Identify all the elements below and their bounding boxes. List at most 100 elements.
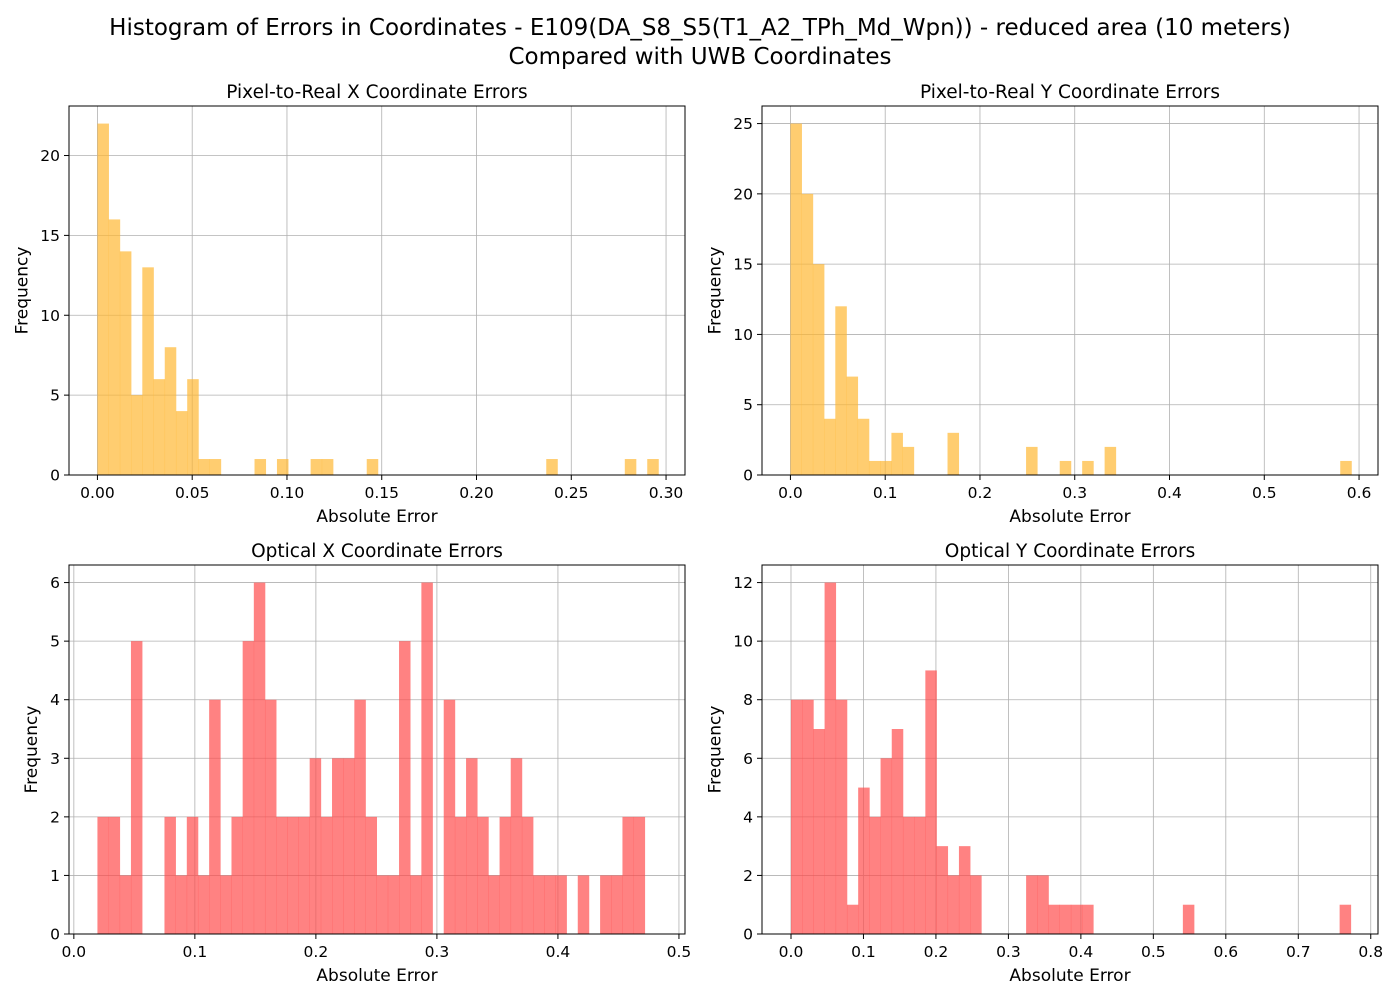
grid (762, 565, 1378, 935)
histogram-bar (376, 875, 389, 934)
y-tick-label: 4 (743, 808, 753, 826)
histogram-bar (600, 875, 612, 934)
x-tick-label: 0.3 (996, 943, 1021, 961)
histogram-bar (320, 816, 333, 934)
y-ticks: 0 2 4 6 8 10 12 (733, 574, 762, 944)
x-tick-label: 0.15 (364, 484, 399, 502)
histogram-bar (343, 758, 355, 934)
y-tick-label: 4 (50, 691, 60, 709)
histogram-bar (647, 459, 659, 475)
histogram-bar (902, 446, 915, 475)
subplot-pixel-y: 0.0 0.1 0.2 0.3 0.4 0.5 0.6 0 5 10 15 20 25 Pixel-to-… (705, 82, 1379, 527)
histogram-bar (321, 459, 334, 475)
y-tick-label: 5 (50, 387, 60, 405)
histogram-bar (555, 875, 567, 934)
x-tick-label: 0.3 (1062, 484, 1087, 502)
x-tick-label: 0.0 (778, 484, 803, 502)
x-tick-label: 0.8 (1358, 943, 1383, 961)
histogram-bar (544, 875, 556, 934)
histogram-bar (1059, 904, 1072, 934)
x-tick-label: 0.25 (554, 484, 589, 502)
histogram-bar (1182, 904, 1195, 934)
y-tick-label: 10 (733, 633, 753, 651)
y-tick-label: 0 (743, 467, 753, 485)
x-tick-label: 0.6 (1213, 943, 1238, 961)
x-tick-label: 0.5 (667, 943, 692, 961)
bars (790, 582, 1352, 934)
histogram-bar (97, 816, 109, 934)
y-tick-label: 2 (743, 867, 753, 885)
histogram-bar (153, 379, 166, 475)
histogram-bar (958, 846, 971, 934)
histogram-bar (410, 875, 422, 934)
histogram-bar (1059, 460, 1072, 475)
y-tick-label: 2 (50, 808, 60, 826)
histogram-bar (108, 816, 121, 934)
x-tick-label: 0.4 (1157, 484, 1182, 502)
histogram-bar (131, 395, 143, 475)
histogram-bar (902, 816, 915, 934)
histogram-bar (790, 699, 803, 934)
histogram-bar (443, 699, 456, 934)
x-tick-label: 0.1 (873, 484, 898, 502)
histogram-bar (310, 459, 323, 475)
histogram-bar (1048, 904, 1061, 934)
y-tick-label: 15 (40, 227, 60, 245)
x-tick-label: 0.5 (1141, 943, 1166, 961)
histogram-bar (197, 875, 210, 934)
x-tick-label: 0.10 (270, 484, 305, 502)
histogram-bar (624, 459, 637, 475)
histogram-bar (824, 582, 837, 934)
x-tick-label: 0.05 (175, 484, 210, 502)
y-tick-label: 10 (733, 326, 753, 344)
histogram-bar (790, 123, 802, 476)
y-ticks: 0 1 2 3 4 5 6 (50, 574, 69, 944)
y-tick-label: 5 (50, 633, 60, 651)
x-tick-label: 0.30 (649, 484, 684, 502)
y-tick-label: 15 (733, 256, 753, 274)
x-tick-label: 0.0 (62, 943, 87, 961)
x-tick-label: 0.2 (924, 943, 949, 961)
histogram-bar (577, 875, 590, 934)
bars (97, 582, 646, 934)
axes-frame (761, 564, 1379, 935)
histogram-bar (119, 875, 132, 934)
histogram-bar (846, 904, 859, 934)
x-tick-label: 0.0 (779, 943, 804, 961)
y-tick-label: 5 (743, 396, 753, 414)
histogram-bar (276, 459, 289, 475)
histogram-bar (130, 641, 143, 934)
subplot-title: Pixel-to-Real X Coordinate Errors (226, 82, 527, 103)
histogram-bar (187, 379, 199, 475)
histogram-bar (421, 582, 433, 934)
histogram-bar (880, 758, 893, 934)
histogram-bar (399, 641, 411, 934)
x-ticks: 0.0 0.1 0.2 0.3 0.4 0.5 (62, 934, 692, 961)
y-tick-label: 1 (50, 867, 60, 885)
axes-frame (68, 564, 686, 935)
x-tick-label: 0.6 (1347, 484, 1372, 502)
histogram-bar (287, 816, 299, 934)
histogram-bar (947, 432, 960, 475)
histogram-bar (970, 875, 982, 934)
histogram-bar (1026, 446, 1038, 475)
subplot-title: Pixel-to-Real Y Coordinate Errors (920, 82, 1220, 103)
x-ticks: 0.00 0.05 0.10 0.15 0.20 0.25 0.30 (80, 475, 683, 502)
histogram-bar (891, 729, 904, 934)
x-tick-label: 0.4 (546, 943, 571, 961)
x-tick-label: 0.20 (459, 484, 494, 502)
histogram-bar (633, 816, 646, 934)
histogram-bar (276, 816, 288, 934)
figure-title-line1: Histogram of Errors in Coordinates - E10… (109, 15, 1291, 41)
y-tick-label: 25 (733, 115, 753, 133)
histogram-bar (868, 460, 881, 475)
histogram-bar (466, 758, 478, 934)
x-tick-label: 0.1 (851, 943, 876, 961)
histogram-bar (366, 459, 379, 475)
y-tick-label: 8 (743, 691, 753, 709)
histogram-bar (835, 699, 848, 934)
histogram-bar (254, 459, 267, 475)
bars (97, 123, 659, 476)
y-tick-label: 3 (50, 750, 60, 768)
